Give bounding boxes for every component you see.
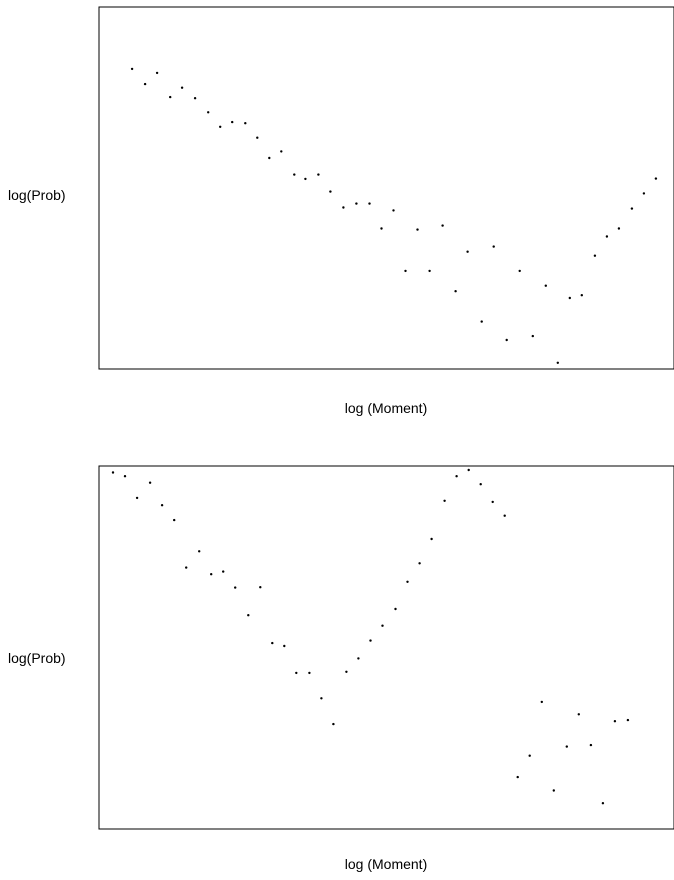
- data-point: [130, 67, 134, 71]
- data-point: [556, 361, 559, 364]
- data-point: [111, 471, 115, 474]
- data-point: [283, 644, 286, 648]
- data-point: [605, 235, 609, 238]
- scatter-chart-bottom: log(Prob) log (Moment): [8, 465, 674, 872]
- data-point: [406, 580, 409, 583]
- data-point: [416, 228, 419, 231]
- data-point: [577, 713, 580, 716]
- data-point: [268, 156, 271, 160]
- data-point: [160, 504, 164, 507]
- data-point: [169, 95, 172, 99]
- data-point: [143, 82, 147, 86]
- data-point: [123, 475, 127, 478]
- data-point: [155, 71, 159, 75]
- data-point: [295, 671, 298, 675]
- data-point: [368, 202, 371, 205]
- data-point: [503, 514, 506, 517]
- data-point: [380, 227, 383, 230]
- data-point: [231, 120, 234, 124]
- data-point: [320, 697, 323, 700]
- data-point: [528, 754, 531, 757]
- data-point: [589, 743, 593, 747]
- data-point: [492, 245, 495, 248]
- data-point: [626, 718, 630, 722]
- data-point: [479, 483, 482, 486]
- data-point: [234, 586, 237, 589]
- data-point: [467, 468, 470, 472]
- data-point: [593, 254, 597, 257]
- data-point: [568, 296, 571, 300]
- data-point: [601, 802, 605, 805]
- data-point: [642, 192, 646, 195]
- data-point: [135, 496, 139, 500]
- scatter-chart-top: log(Prob) log (Moment): [8, 6, 674, 416]
- data-point: [613, 720, 617, 723]
- data-point: [148, 481, 152, 484]
- data-point: [565, 745, 568, 748]
- data-point: [271, 641, 274, 645]
- data-point: [304, 177, 307, 181]
- data-point: [210, 573, 213, 576]
- data-point: [308, 671, 311, 675]
- data-point: [198, 550, 201, 553]
- x-axis-label: log (Moment): [345, 400, 427, 416]
- data-point: [222, 570, 225, 573]
- data-point: [552, 789, 555, 792]
- data-point: [280, 150, 283, 153]
- data-point: [219, 125, 222, 128]
- plot-frame: [98, 6, 674, 370]
- data-point: [454, 290, 457, 293]
- plot-frame: [98, 465, 674, 830]
- data-point: [293, 173, 296, 176]
- data-point: [580, 294, 583, 297]
- data-point: [418, 562, 421, 565]
- data-point: [455, 475, 458, 478]
- data-point: [185, 566, 188, 569]
- data-point: [256, 136, 259, 139]
- y-axis-label: log(Prob): [8, 650, 66, 666]
- data-point: [369, 639, 372, 642]
- data-point: [540, 700, 543, 704]
- y-axis-label: log(Prob): [8, 187, 66, 203]
- data-point: [630, 207, 634, 210]
- data-point: [244, 122, 247, 125]
- data-point: [342, 206, 345, 209]
- data-point: [443, 499, 446, 502]
- data-point: [259, 586, 262, 589]
- data-point: [491, 500, 494, 504]
- data-point: [193, 97, 197, 100]
- data-point: [480, 320, 483, 323]
- data-point: [430, 537, 433, 541]
- data-point: [173, 518, 176, 522]
- data-point: [404, 269, 407, 273]
- data-point: [207, 111, 210, 114]
- data-point: [544, 284, 547, 287]
- data-point: [317, 173, 320, 176]
- data-point: [355, 202, 358, 205]
- data-point: [617, 227, 621, 230]
- data-point: [394, 607, 397, 611]
- data-point: [345, 670, 348, 673]
- data-point: [357, 657, 360, 660]
- data-point: [441, 224, 444, 227]
- data-point: [428, 269, 431, 273]
- data-point: [381, 624, 384, 627]
- data-point: [180, 86, 184, 89]
- data-point: [466, 250, 469, 253]
- data-point: [505, 338, 508, 342]
- data-points: [111, 468, 630, 805]
- data-point: [332, 722, 335, 726]
- data-point: [531, 334, 534, 338]
- data-point: [654, 177, 658, 180]
- data-points: [130, 67, 658, 364]
- data-point: [247, 614, 250, 617]
- data-point: [392, 209, 395, 212]
- x-axis-label: log (Moment): [345, 856, 427, 872]
- data-point: [329, 190, 332, 193]
- data-point: [516, 775, 519, 779]
- data-point: [518, 269, 521, 273]
